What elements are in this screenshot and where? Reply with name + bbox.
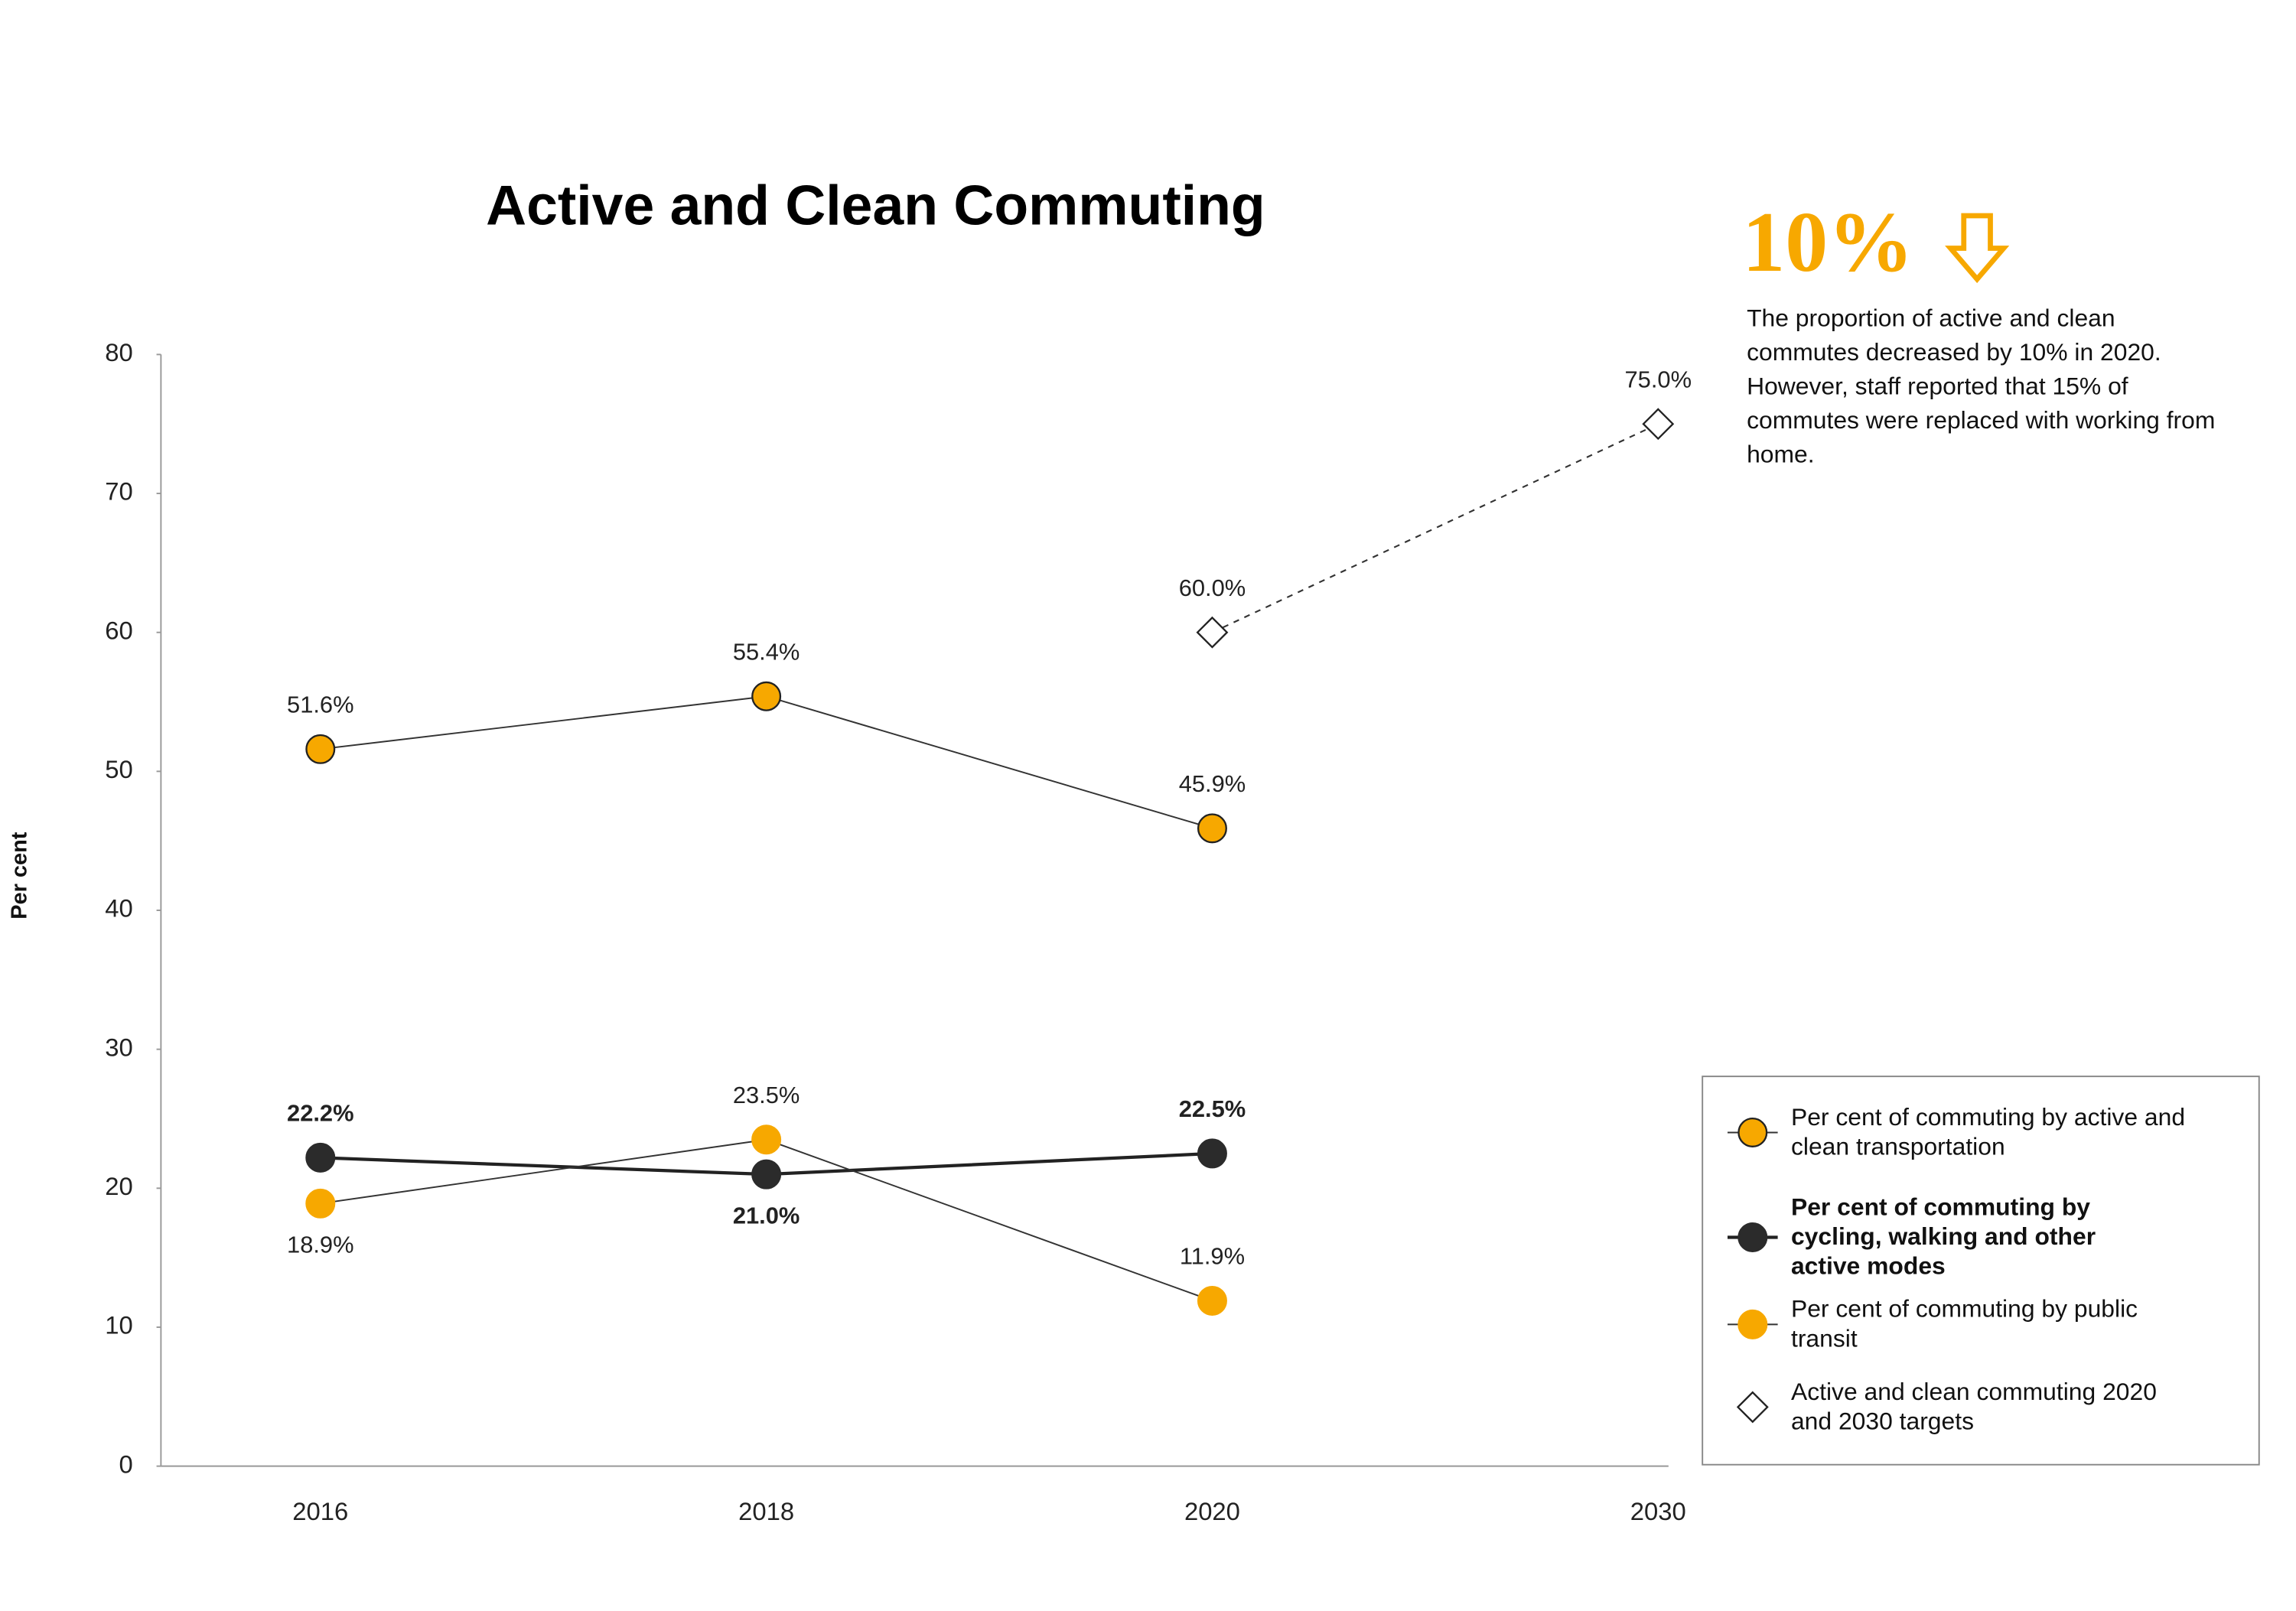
data-point (1642, 408, 1675, 441)
y-tick-label: 0 (119, 1450, 132, 1478)
x-tick-label: 2018 (738, 1497, 794, 1525)
y-tick-label: 60 (105, 616, 132, 644)
value-label: 45.9% (1179, 770, 1246, 797)
data-point (1196, 616, 1229, 649)
legend-label: Per cent of commuting by cycling, walkin… (1790, 1194, 2096, 1281)
annotation-box: The proportion of active and clean commu… (1747, 305, 2216, 469)
value-label: 60.0% (1179, 574, 1246, 601)
legend-marker (1736, 1391, 1769, 1424)
y-tick-label: 80 (105, 338, 132, 366)
data-point (751, 1124, 782, 1155)
data-point (305, 1188, 336, 1219)
y-tick-label: 20 (105, 1172, 132, 1200)
x-tick-label: 2016 (292, 1497, 348, 1525)
data-point (751, 681, 782, 711)
legend-label: Per cent of commuting by active and clea… (1790, 1104, 2186, 1161)
value-label: 11.9% (1180, 1243, 1245, 1270)
legend-label-box: Active and clean commuting 2020 and 2030… (1790, 1378, 2157, 1436)
value-label: 22.5% (1179, 1095, 1246, 1122)
value-label: 55.4% (733, 638, 800, 665)
chart-title: Active and Clean Commuting (486, 174, 1265, 237)
y-tick-label: 10 (105, 1311, 132, 1339)
y-tick-label: 70 (105, 477, 132, 506)
legend-label: Per cent of commuting by public transit (1790, 1296, 2138, 1353)
annotation-headline: 10% (1742, 195, 1913, 290)
down-arrow-icon (1945, 213, 2010, 284)
data-point (1197, 813, 1227, 844)
y-tick-label: 50 (105, 755, 132, 783)
value-label: 22.2% (287, 1100, 354, 1127)
legend-marker (1737, 1309, 1768, 1339)
value-label: 23.5% (733, 1082, 800, 1108)
value-label: 51.6% (287, 691, 354, 718)
legend-marker (1737, 1222, 1768, 1252)
x-tick-label: 2030 (1630, 1497, 1686, 1525)
legend-box (1702, 1076, 2260, 1466)
series-line (320, 695, 1213, 829)
legend-label-box: Per cent of commuting by active and clea… (1790, 1104, 2186, 1161)
data-point (305, 734, 336, 764)
legend-marker (1737, 1117, 1768, 1147)
data-point (1197, 1138, 1227, 1169)
legend-label-box: Per cent of commuting by public transit (1790, 1296, 2138, 1353)
x-tick-label: 2020 (1184, 1497, 1240, 1525)
series-line (1212, 423, 1659, 633)
data-point (751, 1159, 782, 1190)
legend-label-box: Per cent of commuting by cycling, walkin… (1790, 1194, 2096, 1281)
data-point (305, 1142, 336, 1173)
value-label: 18.9% (287, 1231, 354, 1258)
annotation-text: The proportion of active and clean commu… (1747, 305, 2216, 469)
data-point (1197, 1285, 1227, 1316)
y-axis-label: Per cent (8, 832, 32, 919)
value-label: 21.0% (733, 1202, 800, 1229)
y-tick-label: 30 (105, 1033, 132, 1061)
legend-label: Active and clean commuting 2020 and 2030… (1790, 1378, 2157, 1436)
y-tick-label: 40 (105, 894, 132, 923)
value-label: 75.0% (1625, 366, 1692, 392)
